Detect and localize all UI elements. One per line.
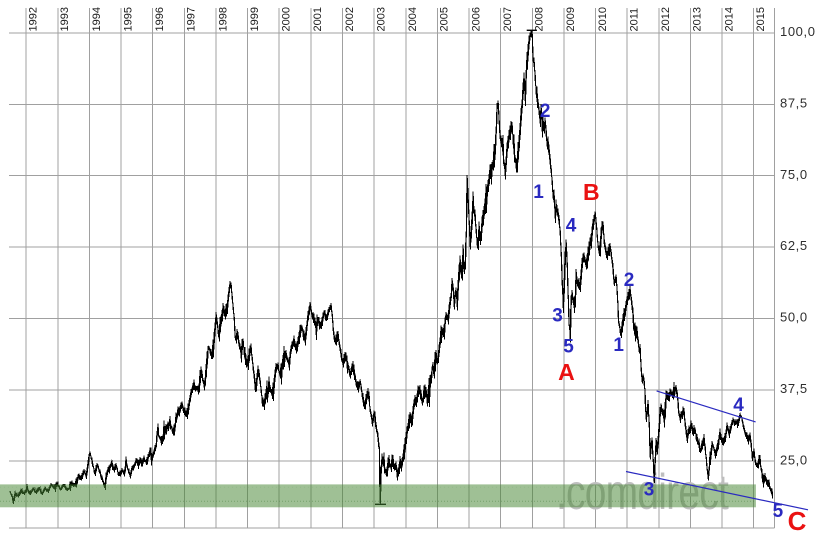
svg-text:2006: 2006	[470, 7, 482, 31]
svg-text:1997: 1997	[186, 7, 198, 31]
svg-text:75,0: 75,0	[780, 167, 808, 182]
svg-text:2012: 2012	[660, 7, 672, 31]
svg-text:C: C	[788, 506, 807, 533]
svg-text:3: 3	[552, 306, 563, 327]
svg-text:2002: 2002	[344, 7, 356, 31]
svg-text:1: 1	[533, 182, 544, 203]
svg-text:1993: 1993	[59, 7, 71, 31]
svg-text:1992: 1992	[28, 7, 40, 31]
svg-text:2013: 2013	[692, 7, 704, 31]
svg-text:62,5: 62,5	[780, 238, 808, 253]
svg-text:2001: 2001	[312, 7, 324, 31]
svg-text:2003: 2003	[375, 7, 387, 31]
svg-text:1995: 1995	[122, 7, 134, 31]
svg-text:2000: 2000	[281, 7, 293, 31]
svg-text:2010: 2010	[597, 7, 609, 31]
svg-text:4: 4	[733, 395, 744, 416]
svg-text:2005: 2005	[439, 7, 451, 31]
svg-text:1999: 1999	[249, 7, 261, 31]
svg-text:25,0: 25,0	[780, 452, 808, 467]
svg-text:2011: 2011	[629, 8, 641, 32]
svg-text:87,5: 87,5	[780, 96, 808, 111]
svg-text:4: 4	[566, 216, 577, 237]
svg-text:2007: 2007	[502, 7, 514, 31]
svg-text:100,0: 100,0	[780, 24, 816, 39]
svg-text:50,0: 50,0	[780, 310, 808, 325]
svg-text:1996: 1996	[154, 7, 166, 31]
svg-text:1: 1	[613, 335, 624, 356]
svg-text:2008: 2008	[534, 7, 546, 31]
svg-text:1994: 1994	[91, 7, 103, 31]
svg-text:5: 5	[563, 337, 574, 358]
svg-text:B: B	[583, 179, 600, 205]
svg-text:2004: 2004	[407, 7, 419, 31]
svg-text:2009: 2009	[565, 7, 577, 31]
svg-text:2014: 2014	[723, 7, 735, 31]
svg-text:2015: 2015	[755, 7, 767, 31]
svg-text:1998: 1998	[217, 7, 229, 31]
svg-text:2: 2	[624, 270, 635, 291]
svg-text:5: 5	[773, 501, 784, 522]
svg-text:2: 2	[540, 101, 551, 122]
svg-text:3: 3	[644, 480, 655, 501]
svg-text:37,5: 37,5	[780, 381, 808, 396]
svg-text:A: A	[558, 359, 575, 385]
